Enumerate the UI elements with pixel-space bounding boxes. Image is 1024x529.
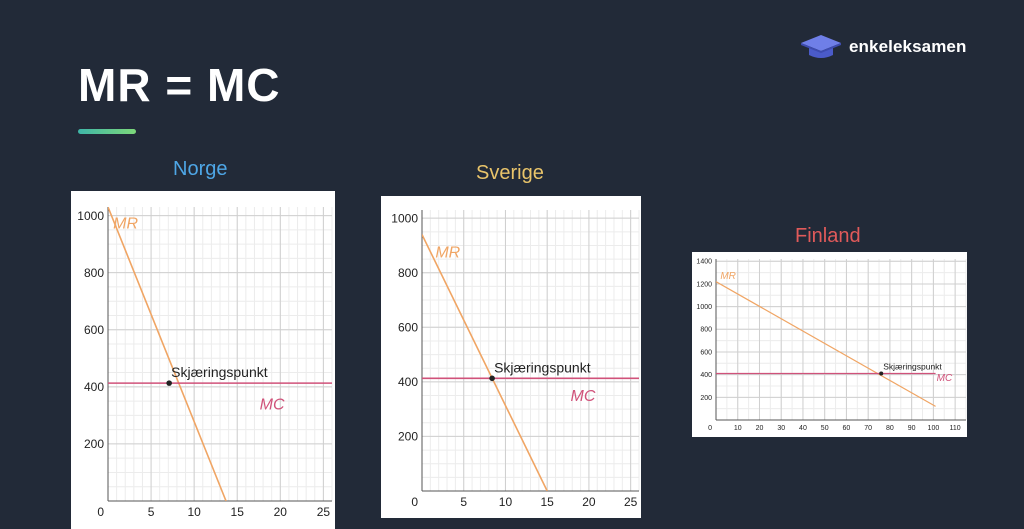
x-tick-label: 90 [908, 425, 916, 432]
x-tick-label: 30 [777, 425, 785, 432]
series-label-mr: MR [720, 271, 736, 282]
x-tick-label: 100 [928, 425, 940, 432]
y-tick-label: 600 [398, 321, 418, 335]
x-tick-label: 70 [864, 425, 872, 432]
x-tick-label: 10 [187, 505, 201, 519]
x-tick-label: 0 [411, 495, 418, 509]
chart-title-norge: Norge [173, 158, 228, 180]
x-tick-label: 40 [799, 425, 807, 432]
x-tick-label: 15 [541, 495, 555, 509]
y-tick-label: 400 [398, 375, 418, 389]
intersection-label: Skjæringspunkt [171, 364, 268, 380]
intersection-label: Skjæringspunkt [883, 362, 942, 372]
y-tick-label: 400 [700, 372, 712, 379]
x-tick-label: 0 [97, 505, 104, 519]
x-tick-label: 20 [582, 495, 596, 509]
y-tick-label: 1400 [696, 259, 712, 266]
x-tick-label: 10 [499, 495, 513, 509]
x-tick-label: 25 [624, 495, 638, 509]
series-label-mc: MC [260, 397, 285, 414]
x-tick-label: 5 [148, 505, 155, 519]
series-line-mr [422, 234, 548, 491]
x-tick-label: 15 [231, 505, 245, 519]
chart-norge: 0 5 10 15 20 25 200 400 600 800 1000 MR MC Skjæringsp… [71, 191, 335, 529]
page-title: MR = MC [78, 59, 281, 111]
y-tick-label: 200 [84, 437, 104, 451]
chart-title-finland: Finland [795, 225, 861, 247]
series-line-mr [716, 281, 936, 407]
x-tick-label: 0 [708, 425, 712, 432]
x-tick-label: 50 [821, 425, 829, 432]
title-underline [78, 129, 136, 134]
y-tick-label: 200 [700, 395, 712, 402]
x-tick-label: 110 [950, 425, 961, 432]
series-label-mr: MR [113, 215, 138, 232]
y-tick-label: 1200 [696, 281, 712, 288]
brand-name: enkeleksamen [849, 37, 967, 56]
brand-logo[interactable]: enkeleksamen [799, 33, 966, 61]
y-tick-label: 600 [84, 323, 104, 337]
y-tick-label: 600 [700, 349, 712, 356]
y-tick-label: 400 [84, 380, 104, 394]
x-tick-label: 10 [734, 425, 742, 432]
graduation-cap-icon [801, 35, 841, 58]
y-tick-label: 1000 [391, 211, 418, 225]
y-tick-label: 800 [700, 327, 712, 334]
intersection-label: Skjæringspunkt [494, 359, 591, 375]
y-tick-label: 800 [84, 266, 104, 280]
y-tick-label: 1000 [696, 304, 712, 311]
series-label-mr: MR [435, 245, 460, 262]
series-label-mc: MC [937, 373, 953, 384]
y-tick-label: 1000 [77, 209, 104, 223]
x-tick-label: 60 [843, 425, 851, 432]
y-tick-label: 200 [398, 430, 418, 444]
intersection-point [489, 375, 495, 382]
chart-sverige: 0 5 10 15 20 25 200 400 600 800 1000 MR MC Skjæringsp… [381, 196, 641, 518]
x-tick-label: 20 [756, 425, 764, 432]
series-label-mc: MC [571, 388, 596, 405]
intersection-point [879, 371, 884, 376]
y-tick-label: 800 [398, 266, 418, 280]
x-tick-label: 5 [460, 495, 467, 509]
intersection-point [166, 380, 172, 386]
x-tick-label: 25 [317, 505, 331, 519]
chart-finland: 0 10 20 30 40 50 60 70 80 90 100 110 200 400 600 800 100… [692, 252, 967, 437]
series-line-mr [108, 207, 227, 501]
x-tick-label: 80 [886, 425, 894, 432]
x-tick-label: 20 [274, 505, 288, 519]
chart-title-sverige: Sverige [476, 162, 544, 184]
